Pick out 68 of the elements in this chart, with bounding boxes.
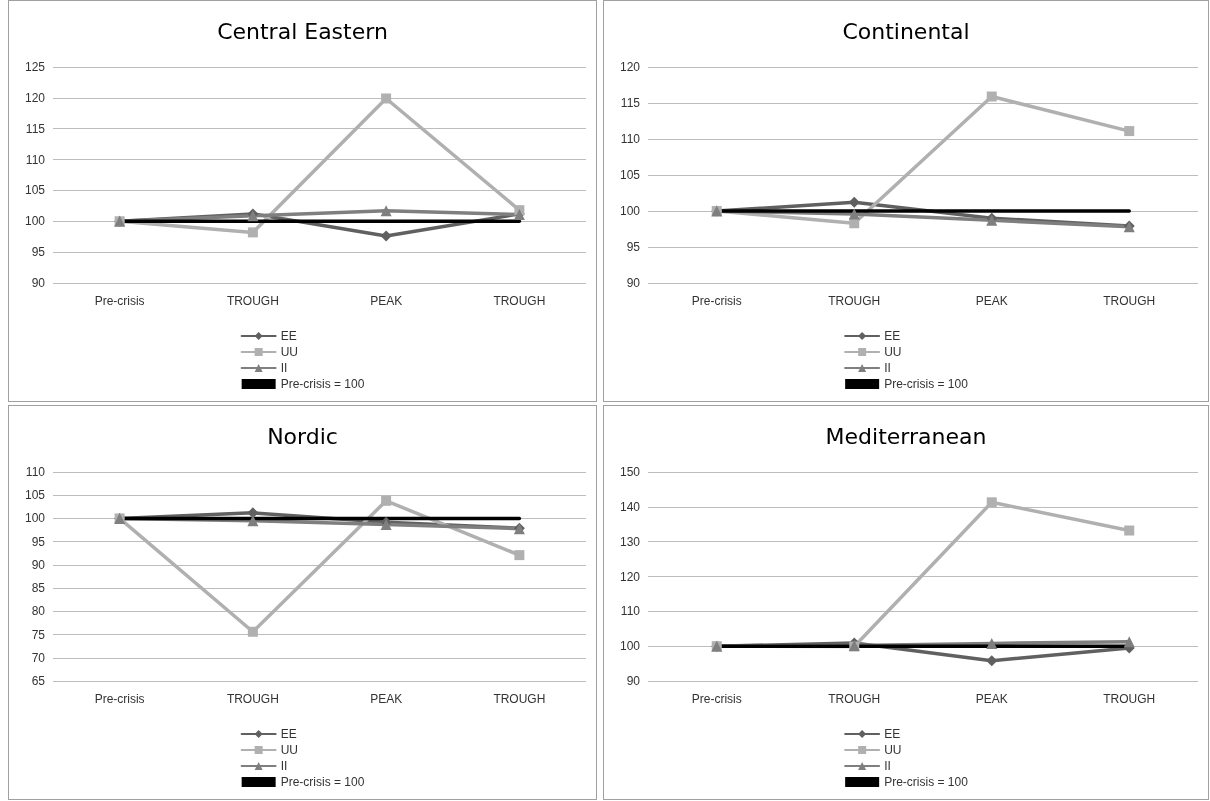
y-tick-label: 140 — [619, 499, 641, 514]
y-tick-label: 65 — [31, 674, 46, 688]
y-tick-label: 100 — [619, 639, 641, 654]
x-tick-label: Pre-crisis — [691, 294, 742, 308]
x-tick-label: TROUGH — [1103, 692, 1156, 706]
y-tick-label: 80 — [31, 604, 46, 619]
x-tick-label: TROUGH — [226, 294, 279, 308]
y-tick-label: 110 — [25, 152, 46, 167]
y-tick-label: 120 — [24, 90, 46, 105]
x-tick-label: Pre-crisis — [691, 692, 742, 706]
legend-label: UU — [280, 743, 298, 757]
y-tick-label: 95 — [31, 245, 46, 260]
y-tick-label: 105 — [619, 168, 641, 182]
y-tick-label: 100 — [24, 511, 46, 526]
y-tick-label: 85 — [31, 581, 46, 596]
y-tick-label: 90 — [31, 276, 46, 290]
chart-title: Continental — [842, 18, 970, 44]
legend-label: EE — [884, 329, 901, 343]
y-tick-label: 115 — [620, 96, 641, 110]
y-tick-label: 125 — [24, 60, 46, 74]
x-tick-label: PEAK — [975, 294, 1008, 308]
x-tick-label: TROUGH — [226, 692, 279, 706]
y-tick-label: 95 — [31, 534, 46, 549]
y-tick-label: 110 — [620, 604, 641, 619]
x-tick-label: Pre-crisis — [94, 692, 145, 706]
legend-label: Pre-crisis = 100 — [884, 775, 969, 789]
y-tick-label: 90 — [626, 276, 641, 290]
x-tick-label: PEAK — [370, 692, 403, 706]
y-tick-label: 105 — [24, 183, 46, 198]
legend-label: Pre-crisis = 100 — [280, 775, 365, 789]
x-tick-label: Pre-crisis — [94, 294, 145, 308]
legend-label: II — [884, 361, 891, 375]
legend-label: EE — [280, 727, 297, 741]
y-tick-label: 75 — [31, 627, 46, 642]
x-tick-label: TROUGH — [1103, 294, 1156, 308]
y-tick-label: 90 — [31, 557, 46, 572]
y-tick-label: 100 — [619, 204, 641, 218]
legend-label: EE — [280, 329, 297, 343]
chart-title: Central Eastern — [217, 18, 388, 44]
y-tick-label: 110 — [620, 132, 641, 146]
y-tick-label: 105 — [24, 488, 46, 503]
y-tick-label: 70 — [31, 650, 46, 665]
y-tick-label: 130 — [619, 534, 641, 549]
legend-label: UU — [280, 345, 298, 359]
x-tick-label: TROUGH — [828, 692, 881, 706]
legend-label: UU — [884, 743, 902, 757]
legend-label: Pre-crisis = 100 — [884, 377, 969, 391]
legend-label: II — [280, 759, 288, 773]
chart-title: Mediterranean — [825, 423, 987, 449]
y-tick-label: 120 — [619, 60, 641, 74]
legend-label: EE — [884, 727, 901, 741]
y-tick-label: 150 — [619, 465, 641, 479]
x-tick-label: PEAK — [975, 692, 1008, 706]
y-tick-label: 100 — [24, 214, 46, 229]
legend-label: II — [884, 759, 891, 773]
y-tick-label: 120 — [619, 569, 641, 584]
x-tick-label: TROUGH — [493, 294, 546, 308]
chart-title: Nordic — [267, 423, 338, 449]
y-tick-label: 115 — [25, 121, 46, 136]
legend-label: II — [280, 361, 288, 375]
x-tick-label: PEAK — [370, 294, 403, 308]
x-tick-label: TROUGH — [493, 692, 546, 706]
x-tick-label: TROUGH — [828, 294, 881, 308]
legend-label: UU — [884, 345, 902, 359]
y-tick-label: 110 — [25, 465, 46, 479]
y-tick-label: 90 — [626, 674, 641, 688]
legend-label: Pre-crisis = 100 — [280, 377, 365, 391]
y-tick-label: 95 — [626, 240, 641, 254]
